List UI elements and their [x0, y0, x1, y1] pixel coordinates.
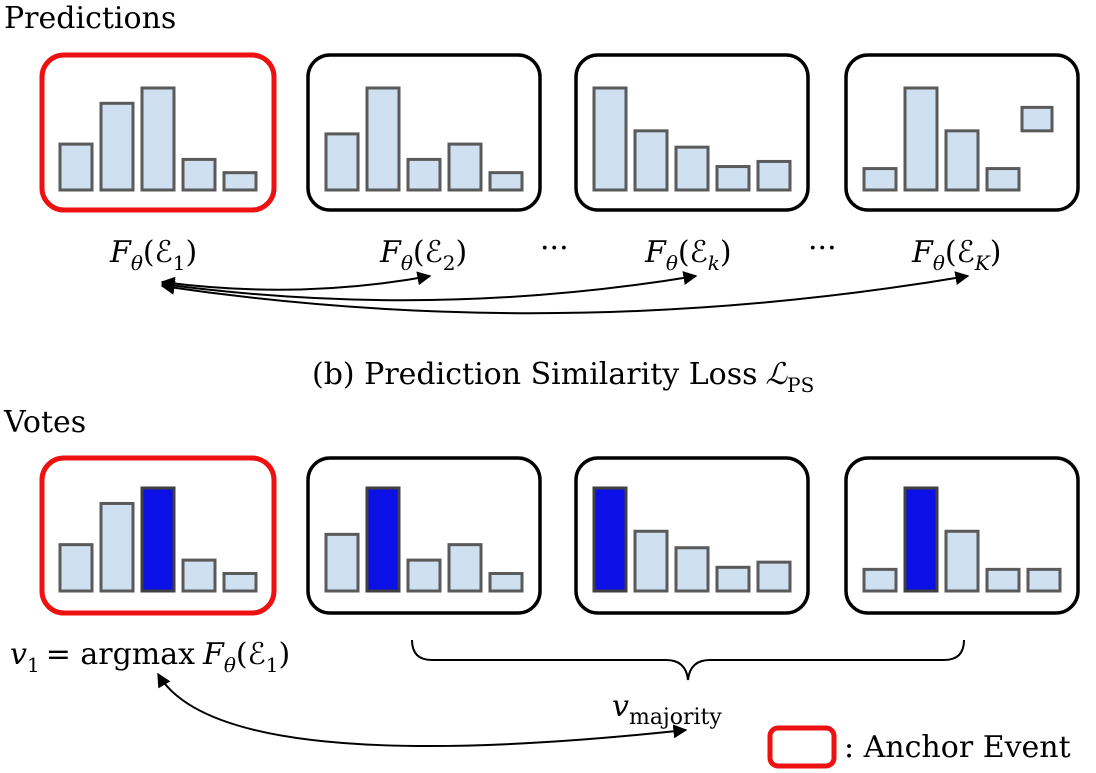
prediction-panel-2-bar-3	[406, 157, 442, 192]
prediction-panel-4-bar-4	[985, 167, 1021, 192]
anchor-vote-label: v1 = argmax Fθ(ℰ1)	[10, 637, 290, 677]
similarity-arrow-K	[160, 271, 970, 315]
svg-text:Fθ(ℰk): Fθ(ℰk)	[644, 235, 732, 275]
prediction-panel-4-bar-1	[862, 167, 898, 192]
prediction-panel-1-bar-3	[140, 86, 176, 192]
vote-panels	[39, 455, 1080, 616]
prediction-panel-4-bar-5-floating	[1020, 105, 1054, 133]
votes-title: Votes	[3, 405, 86, 440]
vote-panel-3-bar-4	[715, 565, 751, 593]
prediction-panel-1-bar-4	[181, 157, 217, 192]
prediction-panel-4-bar-3	[944, 129, 980, 192]
vote-panel-3-bar-3	[674, 546, 710, 593]
prediction-panel-3-bar-3	[674, 145, 710, 192]
vote-panel-3-bar-2	[633, 529, 669, 593]
vote-panel-3-bar-1-vote	[592, 486, 628, 593]
prediction-panel-4-bar-2	[903, 86, 939, 192]
vote-panel-2-bar-3	[406, 558, 442, 593]
vote-panel-4-bar-3	[944, 529, 980, 593]
prediction-panel-3-bar-2	[633, 129, 669, 192]
prediction-panel-2-bar-1	[324, 132, 360, 192]
prediction-panel-3-bar-5	[756, 159, 792, 192]
vote-panel-4-bar-1	[862, 567, 898, 593]
vote-panel-2-bar-4	[447, 543, 483, 593]
similarity-arrow-2	[160, 271, 432, 291]
prediction-panel-2-bar-4	[447, 142, 483, 192]
anchor-legend-label: : Anchor Event	[844, 730, 1071, 765]
prediction-panel-1-bar-1	[58, 142, 94, 192]
prediction-panel-3-bar-1	[592, 86, 628, 192]
ellipsis-1: ···	[540, 231, 569, 266]
svg-text:Fθ(ℰ1): Fθ(ℰ1)	[109, 235, 197, 275]
anchor-legend-swatch	[767, 725, 837, 769]
vote-panel-4-bar-4	[985, 567, 1021, 593]
predictions-title: Predictions	[4, 1, 176, 36]
majority-vote-label: vmajority	[612, 689, 722, 730]
prediction-panel-1-bar-5	[222, 171, 258, 192]
prediction-label-1: Fθ(ℰ1)	[109, 235, 197, 275]
vote-panel-1-bar-5	[222, 571, 258, 593]
vote-panel-2-bar-2-vote	[365, 486, 401, 593]
vote-panel-1-bar-2	[99, 501, 135, 593]
svg-text:vmajority: vmajority	[612, 689, 722, 730]
prediction-label-k: Fθ(ℰk)	[644, 235, 732, 275]
vote-comparison-arrow	[157, 672, 688, 747]
vote-panel-4-bar-5	[1026, 567, 1062, 593]
prediction-panel-2-bar-5	[488, 171, 524, 192]
prediction-panel-2-bar-2	[365, 86, 401, 192]
vote-panel-3-bar-5	[756, 560, 792, 593]
vote-panel-1-bar-1	[58, 543, 94, 593]
svg-text:Fθ(ℰ2): Fθ(ℰ2)	[379, 235, 467, 275]
prediction-panel-3-bar-4	[715, 165, 751, 192]
svg-text:Fθ(ℰK): Fθ(ℰK)	[911, 235, 1001, 275]
vote-panel-1-bar-3-vote	[140, 486, 176, 593]
vote-panel-2-bar-5	[488, 571, 524, 593]
majority-brace	[411, 639, 965, 681]
prediction-panels	[39, 52, 1080, 213]
vote-panel-4-bar-2-vote	[903, 486, 939, 593]
vote-panel-2-bar-1	[324, 532, 360, 593]
vote-panel-1-bar-4	[181, 558, 217, 593]
ellipsis-2: ···	[808, 231, 837, 266]
prediction-similarity-caption: (b) Prediction Similarity Loss ℒPS	[312, 357, 814, 397]
prediction-label-K: Fθ(ℰK)	[911, 235, 1001, 275]
prediction-label-2: Fθ(ℰ2)	[379, 235, 467, 275]
prediction-panel-1-bar-2	[99, 101, 135, 192]
